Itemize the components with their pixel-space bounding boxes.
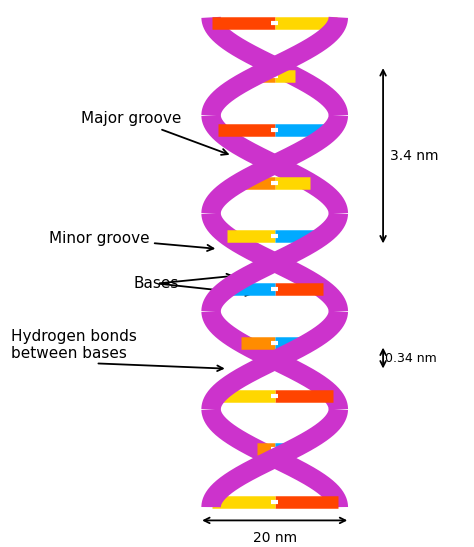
Text: 0.34 nm: 0.34 nm	[385, 352, 437, 364]
Text: Minor groove: Minor groove	[48, 231, 213, 251]
Text: Hydrogen bonds
between bases: Hydrogen bonds between bases	[11, 329, 137, 361]
Text: 3.4 nm: 3.4 nm	[390, 149, 438, 163]
Text: 20 nm: 20 nm	[253, 531, 297, 545]
Text: Bases: Bases	[133, 276, 179, 291]
Text: Major groove: Major groove	[82, 111, 228, 155]
